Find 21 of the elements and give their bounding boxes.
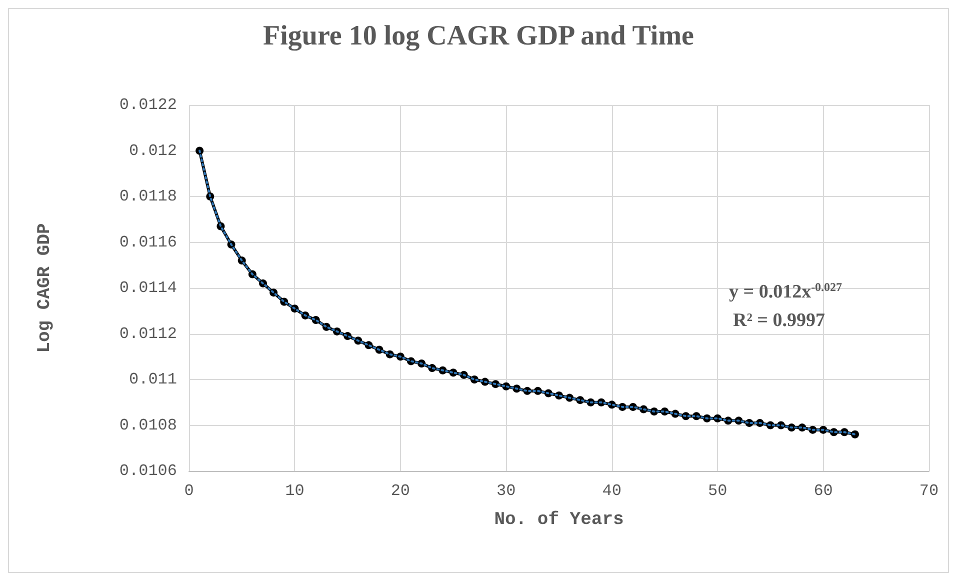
x-tick-label: 10 [285,482,304,500]
x-tick-label: 20 [390,482,410,500]
annotation: R² = 0.9997 [733,310,826,331]
x-tick-label: 70 [919,482,939,500]
x-axis-title: No. of Years [494,510,624,530]
y-tick-label: 0.0114 [119,279,177,297]
y-tick-label: 0.0108 [119,416,177,434]
x-tick-label: 30 [496,482,516,500]
y-axis-title: Log CAGR GDP [35,222,55,353]
x-tick-label: 0 [184,482,194,500]
y-tick-label: 0.0118 [119,188,177,206]
y-tick-label: 0.012 [128,142,177,160]
y-tick-label: 0.011 [128,370,177,388]
y-tick-label: 0.0112 [119,324,177,343]
y-tick-label: 0.0106 [119,462,177,480]
y-tick-label: 0.0122 [119,96,177,114]
x-tick-label: 60 [814,482,833,500]
chart-title: Figure 10 log CAGR GDP and Time [263,20,694,52]
x-tick-label: 50 [708,482,728,500]
x-tick-label: 40 [602,482,622,500]
y-tick-label: 0.0116 [119,233,177,252]
